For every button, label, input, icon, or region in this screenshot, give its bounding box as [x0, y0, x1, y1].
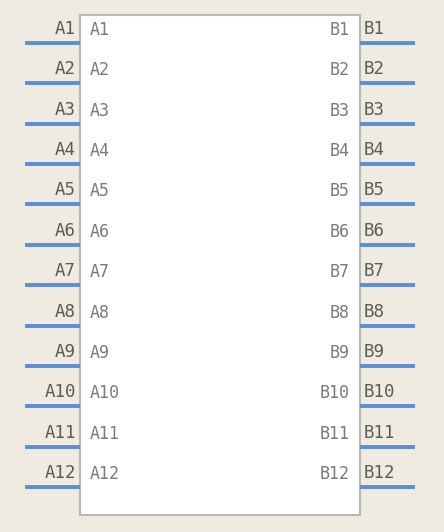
Text: A2: A2	[55, 60, 76, 78]
Text: B2: B2	[364, 60, 385, 78]
Text: B6: B6	[364, 222, 385, 240]
Text: B6: B6	[330, 223, 350, 241]
Text: A4: A4	[90, 142, 110, 160]
Text: A4: A4	[55, 141, 76, 159]
Text: B12: B12	[364, 464, 396, 482]
Text: A2: A2	[90, 61, 110, 79]
Text: A5: A5	[55, 181, 76, 200]
Text: A12: A12	[44, 464, 76, 482]
Text: B11: B11	[320, 425, 350, 443]
Text: B12: B12	[320, 465, 350, 483]
Text: B5: B5	[330, 182, 350, 201]
Text: A3: A3	[55, 101, 76, 119]
Text: B8: B8	[330, 304, 350, 321]
Text: B1: B1	[364, 20, 385, 38]
Text: A11: A11	[44, 423, 76, 442]
Text: B1: B1	[330, 21, 350, 39]
Text: A9: A9	[55, 343, 76, 361]
Text: A12: A12	[90, 465, 120, 483]
Text: B3: B3	[330, 102, 350, 120]
Text: A1: A1	[55, 20, 76, 38]
Text: B3: B3	[364, 101, 385, 119]
Text: B9: B9	[364, 343, 385, 361]
Text: A11: A11	[90, 425, 120, 443]
Text: A8: A8	[90, 304, 110, 321]
Text: B2: B2	[330, 61, 350, 79]
Text: B5: B5	[364, 181, 385, 200]
Text: B7: B7	[364, 262, 385, 280]
Text: B8: B8	[364, 303, 385, 321]
Text: A6: A6	[90, 223, 110, 241]
Text: B4: B4	[364, 141, 385, 159]
Text: A3: A3	[90, 102, 110, 120]
Text: B10: B10	[320, 384, 350, 402]
Text: A5: A5	[90, 182, 110, 201]
Text: B10: B10	[364, 383, 396, 401]
Text: A8: A8	[55, 303, 76, 321]
Text: A10: A10	[44, 383, 76, 401]
Bar	[80, 15, 360, 515]
Text: B7: B7	[330, 263, 350, 281]
Text: A7: A7	[55, 262, 76, 280]
Text: B9: B9	[330, 344, 350, 362]
Text: A1: A1	[90, 21, 110, 39]
Text: B4: B4	[330, 142, 350, 160]
Text: A9: A9	[90, 344, 110, 362]
Text: A6: A6	[55, 222, 76, 240]
Text: B11: B11	[364, 423, 396, 442]
Text: A7: A7	[90, 263, 110, 281]
Text: A10: A10	[90, 384, 120, 402]
